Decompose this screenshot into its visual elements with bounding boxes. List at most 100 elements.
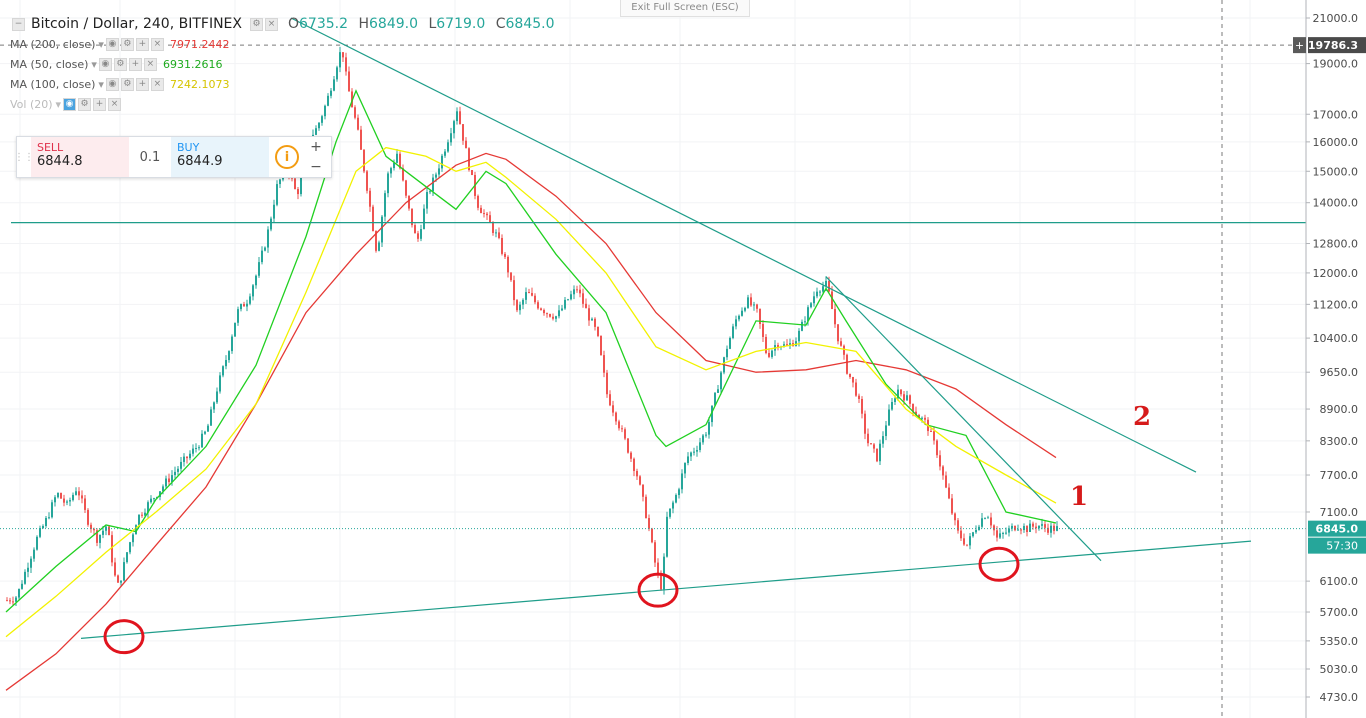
- candle-body: [819, 291, 821, 293]
- candle-body: [843, 345, 845, 355]
- study-volume[interactable]: Vol (20) ▾ ◉ ⚙ + ×: [10, 98, 122, 111]
- candle-body: [366, 171, 368, 191]
- exit-fullscreen-button[interactable]: Exit Full Screen (ESC): [620, 0, 750, 17]
- candle-body: [492, 222, 494, 233]
- tick-label: 5350.0: [1320, 635, 1359, 648]
- more-icon[interactable]: +: [135, 78, 149, 91]
- candle-body: [345, 57, 347, 72]
- candle-body: [483, 213, 485, 215]
- candle-body: [114, 562, 116, 576]
- quantity-field[interactable]: 0.1: [139, 149, 161, 165]
- candle-body: [849, 373, 851, 377]
- candle-body: [963, 538, 965, 545]
- tick-label: 17000.0: [1313, 108, 1359, 121]
- more-icon[interactable]: +: [135, 38, 149, 51]
- close-icon[interactable]: ×: [108, 98, 122, 111]
- candle-body: [444, 151, 446, 156]
- settings-icon[interactable]: ⚙: [120, 78, 134, 91]
- candle-body: [1008, 528, 1010, 533]
- close-icon[interactable]: ×: [143, 58, 157, 71]
- candle-body: [804, 321, 806, 323]
- candle-body: [684, 462, 686, 474]
- buy-button[interactable]: BUY 6844.9: [171, 137, 269, 177]
- close-icon[interactable]: ×: [150, 78, 164, 91]
- candle-body: [192, 448, 194, 454]
- eye-icon[interactable]: ◉: [105, 38, 119, 51]
- chevron-down-icon[interactable]: ▾: [98, 38, 104, 51]
- candle-body: [423, 208, 425, 230]
- candle-body: [933, 431, 935, 441]
- candle-body: [882, 436, 884, 444]
- candle-body: [378, 242, 380, 251]
- candle-body: [984, 518, 986, 520]
- candle-body: [327, 95, 329, 106]
- candle-body: [1041, 524, 1043, 526]
- more-icon[interactable]: +: [128, 58, 142, 71]
- candle-body: [204, 431, 206, 434]
- chevron-down-icon[interactable]: ▾: [91, 58, 97, 71]
- close-icon[interactable]: ×: [150, 38, 164, 51]
- candle-body: [1044, 524, 1046, 528]
- candle-body: [159, 491, 161, 497]
- candle-body: [123, 562, 125, 581]
- candle-body: [570, 294, 572, 300]
- annotation-label: 2: [1133, 402, 1151, 432]
- candle-body: [81, 495, 83, 499]
- settings-icon[interactable]: ⚙: [120, 38, 134, 51]
- increase-button[interactable]: +: [310, 139, 322, 155]
- candle-body: [147, 502, 149, 513]
- candle-body: [630, 452, 632, 459]
- eye-icon[interactable]: ◉: [105, 78, 119, 91]
- tick-label: 8900.0: [1320, 403, 1359, 416]
- decrease-button[interactable]: −: [310, 159, 322, 175]
- candle-body: [36, 536, 38, 550]
- candle-body: [789, 343, 791, 346]
- candle-body: [489, 215, 491, 223]
- candle-body: [411, 208, 413, 226]
- candle-body: [648, 518, 650, 529]
- candle-body: [636, 470, 638, 477]
- trendline-support: [80, 540, 1252, 639]
- candle-body: [681, 473, 683, 490]
- study-ma200[interactable]: MA (200, close) ▾ ◉ ⚙ + × 7971.2442: [10, 38, 230, 51]
- candle-body: [663, 556, 665, 590]
- candle-body: [1032, 523, 1034, 527]
- settings-icon[interactable]: ⚙: [78, 98, 92, 111]
- candle-body: [966, 544, 968, 546]
- candle-body: [1017, 529, 1019, 531]
- candle-body: [858, 395, 860, 399]
- candle-body: [981, 518, 983, 527]
- sell-button[interactable]: SELL 6844.8: [31, 137, 129, 177]
- candle-body: [213, 402, 215, 410]
- close-icon[interactable]: ×: [264, 17, 278, 31]
- candle-body: [612, 405, 614, 413]
- candle-body: [786, 344, 788, 346]
- crosshair-price-label: 19786.3: [1308, 39, 1358, 52]
- drag-handle-icon[interactable]: ⋮⋮: [14, 151, 34, 163]
- candle-body: [675, 495, 677, 503]
- candle-body: [57, 492, 59, 498]
- candle-body: [189, 453, 191, 459]
- candle-body: [201, 433, 203, 448]
- eye-icon[interactable]: ◉: [63, 98, 77, 111]
- chevron-down-icon[interactable]: ▾: [55, 98, 62, 111]
- candle-body: [432, 177, 434, 192]
- tick-label: 10400.0: [1313, 332, 1359, 345]
- settings-icon[interactable]: ⚙: [249, 17, 263, 31]
- eye-icon[interactable]: ◉: [98, 58, 112, 71]
- candle-body: [180, 461, 182, 469]
- candle-body: [654, 542, 656, 563]
- study-ma50[interactable]: MA (50, close) ▾ ◉ ⚙ + × 6931.2616: [10, 58, 223, 71]
- tick-label: 12800.0: [1313, 238, 1359, 251]
- collapse-icon[interactable]: −: [12, 17, 25, 31]
- candle-body: [633, 458, 635, 471]
- study-ma100[interactable]: MA (100, close) ▾ ◉ ⚙ + × 7242.1073: [10, 78, 230, 91]
- settings-icon[interactable]: ⚙: [113, 58, 127, 71]
- info-button[interactable]: i: [269, 137, 305, 177]
- candle-body: [936, 440, 938, 456]
- candle-body: [336, 67, 338, 80]
- open-value: 6735.2: [299, 16, 349, 32]
- more-icon[interactable]: +: [93, 98, 107, 111]
- chevron-down-icon[interactable]: ▾: [98, 78, 104, 91]
